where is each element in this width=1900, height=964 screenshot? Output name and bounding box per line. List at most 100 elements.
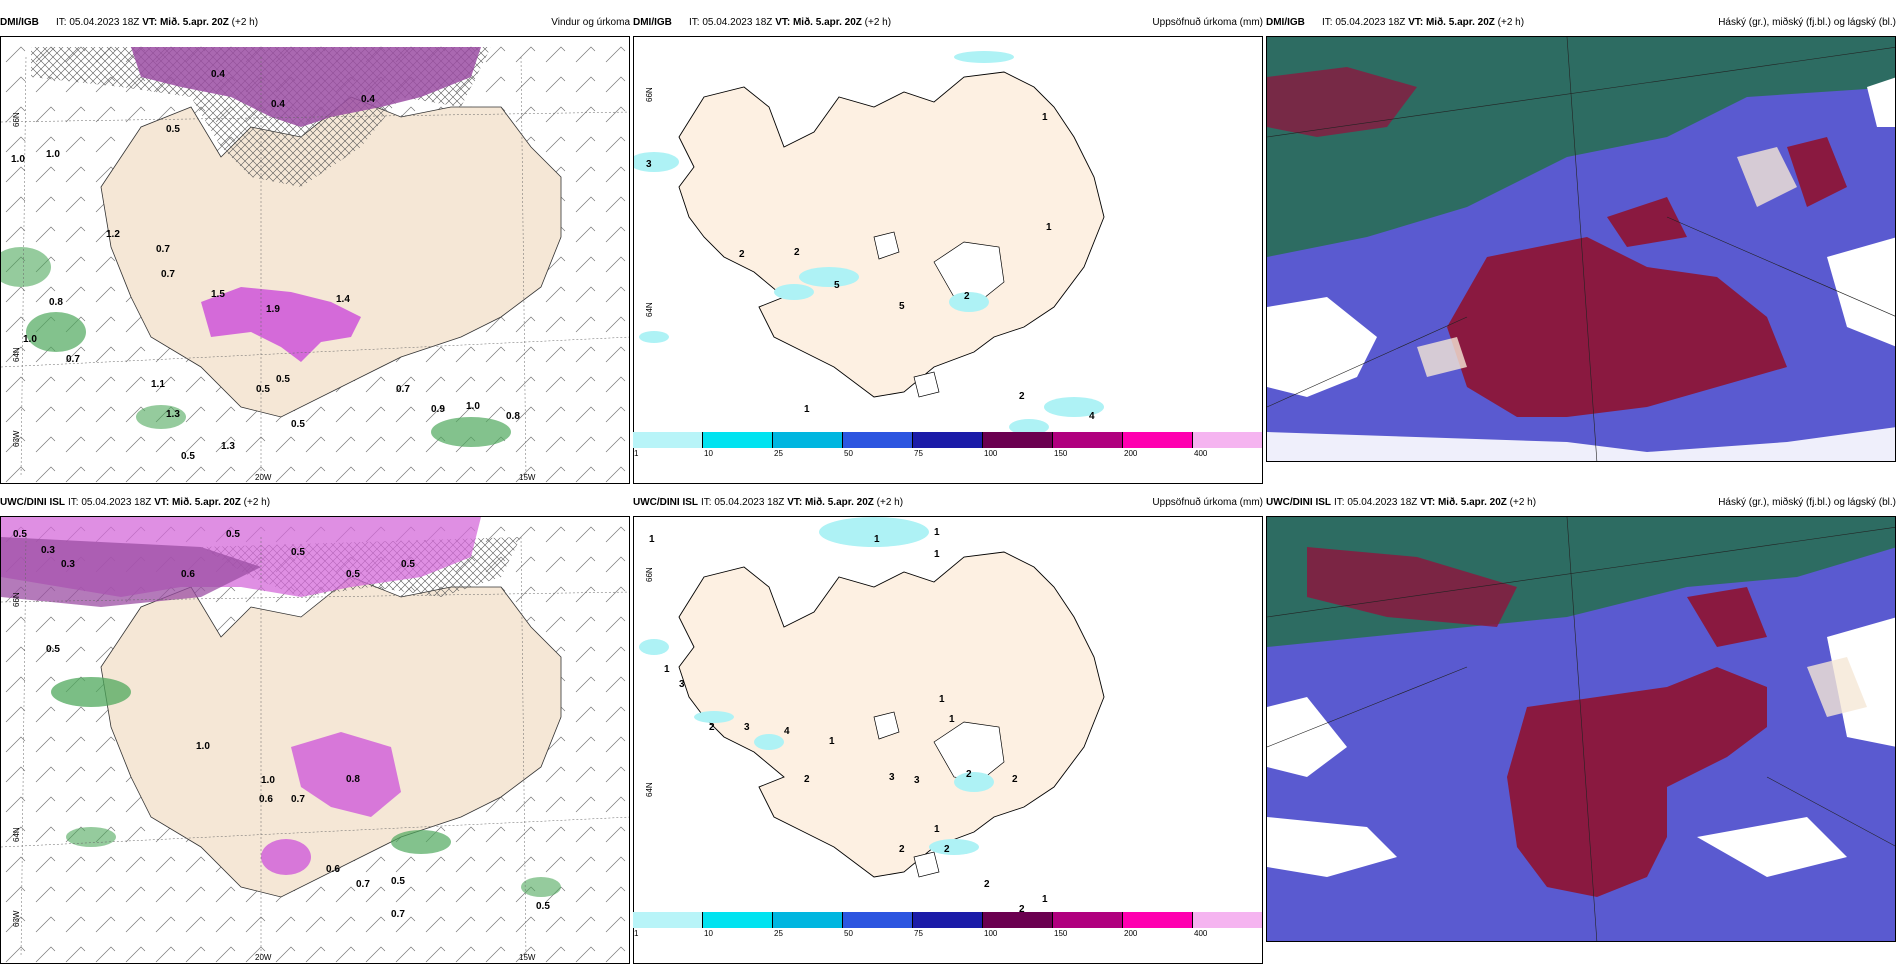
precip-green-se xyxy=(521,877,561,897)
precip-value: 1 xyxy=(829,736,835,747)
precip-value: 1.5 xyxy=(211,289,225,300)
colorbar-label: 75 xyxy=(914,449,923,458)
precip-green-ssw xyxy=(136,405,186,429)
precip-value: 0.5 xyxy=(291,547,305,558)
precip-magenta-band xyxy=(201,287,361,362)
colorbar-label: 200 xyxy=(1124,449,1138,458)
cloud-cover-map xyxy=(1267,517,1895,941)
latlon-grid xyxy=(1267,37,1895,461)
low-cloud-layer xyxy=(1267,67,1417,137)
precip-value: 0.7 xyxy=(396,384,410,395)
map-frame[interactable]: 0.4 0.4 0.4 0.5 1.0 1.0 0.7 1.2 0.7 0.8 … xyxy=(0,36,630,484)
panel-title: Háský (gr.), miðský (fj.bl.) og lágský (… xyxy=(1718,17,1896,28)
precip-value: 0.5 xyxy=(226,529,240,540)
precip-value: 0.5 xyxy=(256,384,270,395)
lead-time: (+2 h) xyxy=(876,497,904,508)
panel-header: DMI/IGB IT: 05.04.2023 18Z VT: Mið. 5.ap… xyxy=(1266,10,1898,36)
colorbar-swatch xyxy=(1193,432,1263,448)
precip-purple-north xyxy=(131,47,481,127)
precip-value: 0.7 xyxy=(161,269,175,280)
colorbar-swatch xyxy=(703,432,773,448)
valid-time: VT: Mið. 5.apr. 20Z xyxy=(1420,497,1507,508)
precip-value: 0.3 xyxy=(41,545,55,556)
precip-value: 1 xyxy=(934,527,940,538)
colorbar-label: 50 xyxy=(844,929,853,938)
axis-labels: 66N 64N xyxy=(645,87,654,317)
precip-value: 1 xyxy=(874,534,880,545)
map-frame[interactable] xyxy=(1266,36,1896,462)
valid-time: VT: Mið. 5.apr. 20Z xyxy=(154,497,241,508)
precip-green-s xyxy=(431,417,511,447)
precip-value: 1 xyxy=(1042,112,1048,123)
lat-label: 64N xyxy=(645,302,654,317)
precip-patch xyxy=(694,711,734,723)
precip-patch xyxy=(819,517,929,547)
precip-value: 0.5 xyxy=(181,451,195,462)
map-frame[interactable]: 1 1 1 1 3 3 2 4 1 1 3 3 1 1 2 2 1 2 2 2 xyxy=(633,516,1263,964)
precip-patch xyxy=(954,51,1014,63)
map-frame[interactable]: 3 2 2 1 1 5 5 2 2 4 1 66N 64N xyxy=(633,36,1263,484)
axis-labels: 66N 64N xyxy=(645,567,654,797)
lon-label: 15W xyxy=(519,473,536,482)
panel-title: Vindur og úrkoma xyxy=(551,17,630,28)
precip-value: 0.5 xyxy=(166,124,180,135)
precip-value: 1 xyxy=(1046,222,1052,233)
precip-value: 2 xyxy=(1012,774,1018,785)
precip-value: 2 xyxy=(709,722,715,733)
map-frame[interactable]: 0.5 0.3 0.3 0.5 0.5 0.5 0.6 0.5 0.5 1.0 … xyxy=(0,516,630,964)
map-frame[interactable] xyxy=(1266,516,1896,942)
lat-label: 66N xyxy=(645,87,654,102)
model-name: DMI/IGB xyxy=(0,17,39,28)
clear-sky xyxy=(1267,817,1397,877)
accumulated-precip-map: 1 1 1 1 3 3 2 4 1 1 3 3 1 1 2 2 1 2 2 2 xyxy=(639,517,1135,930)
precip-value: 1.0 xyxy=(196,741,210,752)
clear-sky xyxy=(1697,817,1847,877)
panel-header: DMI/IGB IT: 05.04.2023 18Z VT: Mið. 5.ap… xyxy=(0,10,632,36)
panel-header: UWC/DINI ISL IT: 05.04.2023 18Z VT: Mið.… xyxy=(0,490,632,516)
value-labels: 0.4 0.4 0.4 0.5 1.0 1.0 0.7 1.2 0.7 0.8 … xyxy=(11,69,520,462)
low-cloud-layer xyxy=(1307,547,1517,627)
precip-patch xyxy=(929,839,979,855)
precip-value: 1 xyxy=(934,824,940,835)
colorbar-swatch xyxy=(843,912,913,928)
colorbar-label: 150 xyxy=(1054,449,1068,458)
precip-patch xyxy=(949,292,989,312)
axis-labels: 66N 64N 63W 20W 15W xyxy=(12,112,536,482)
lat-label: 66N xyxy=(12,112,21,127)
precip-value: 1.0 xyxy=(466,401,480,412)
value-labels: 1 1 1 1 3 3 2 4 1 1 3 3 1 1 2 2 1 2 2 2 xyxy=(649,527,1135,930)
precip-value: 0.7 xyxy=(66,354,80,365)
precip-purple-north-dark xyxy=(1,537,261,607)
colorbar-label: 200 xyxy=(1124,929,1138,938)
precip-value: 0.7 xyxy=(156,244,170,255)
precip-value: 0.5 xyxy=(13,529,27,540)
precip-value: 2 xyxy=(739,249,745,260)
high-cloud-layer xyxy=(1267,37,1895,257)
precip-value: 1 xyxy=(949,714,955,725)
precip-value: 2 xyxy=(804,774,810,785)
precip-value: 1.0 xyxy=(11,154,25,165)
precip-value: 0.7 xyxy=(391,909,405,920)
clear-sky xyxy=(1267,697,1347,777)
precip-patch xyxy=(799,267,859,287)
precip-green-w xyxy=(1,247,51,287)
precip-value: 0.3 xyxy=(61,559,75,570)
lead-time: (+2 h) xyxy=(1509,497,1537,508)
precip-value: 0.5 xyxy=(346,569,360,580)
inland-white-glacier xyxy=(873,231,900,260)
wind-precip-map: 0.5 0.3 0.3 0.5 0.5 0.5 0.6 0.5 0.5 1.0 … xyxy=(1,517,629,963)
model-name: DMI/IGB xyxy=(633,17,672,28)
cloud-cover-map xyxy=(1267,37,1895,461)
init-time: IT: 05.04.2023 18Z xyxy=(56,17,140,28)
panel-title: Háský (gr.), miðský (fj.bl.) og lágský (… xyxy=(1718,497,1896,508)
colorbar-swatch xyxy=(843,432,913,448)
precip-value: 2 xyxy=(1019,904,1025,915)
colorbar-swatch xyxy=(983,432,1053,448)
land-patch xyxy=(1807,657,1867,717)
colorbar-label: 10 xyxy=(704,449,713,458)
inland-white-glacier xyxy=(913,371,940,398)
valid-time: VT: Mið. 5.apr. 20Z xyxy=(142,17,229,28)
precip-value: 1.3 xyxy=(221,441,235,452)
colorbar-label: 400 xyxy=(1194,929,1208,938)
colorbar-swatch xyxy=(913,912,983,928)
